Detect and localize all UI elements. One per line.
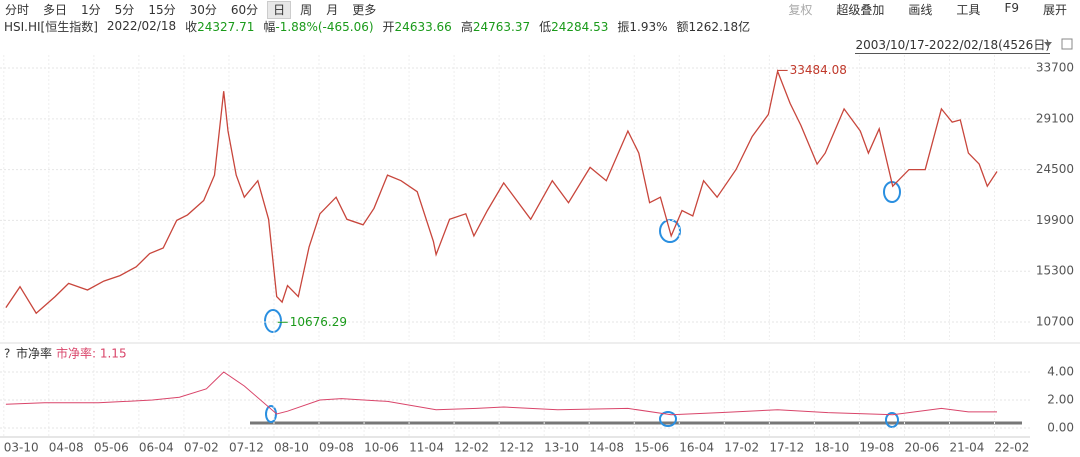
tool-button[interactable]: 复权 — [788, 2, 813, 17]
x-tick-label: 19-08 — [859, 441, 894, 455]
circle — [885, 412, 899, 428]
x-tick-label: 08-10 — [274, 441, 309, 455]
y-tick-label: 29100 — [1036, 111, 1074, 125]
y-tick-label: 10700 — [1036, 315, 1074, 329]
y-tick-label: 4.00 — [1047, 364, 1074, 378]
quote-label: 振 — [617, 19, 630, 34]
x-tick-label: 07-12 — [229, 441, 264, 455]
quote-value: 1.93% — [629, 19, 668, 34]
symbol: HSI.HI[恒生指数] — [4, 19, 98, 34]
quote-bar: HSI.HI[恒生指数] 2022/02/18 收24327.71 幅-1.88%… — [4, 17, 750, 35]
quote-item: 收24327.71 — [185, 18, 254, 35]
circle — [265, 405, 277, 423]
toolbar: 分时 多日 1分 5分 15分 30分 60分日周月更多 复权 超级叠加 画线 工具 F9 展开 — [0, 0, 1080, 19]
x-tick-label: 06-04 — [139, 441, 174, 455]
x-tick-label: 03-10 — [4, 441, 39, 455]
quote-label: 收 — [185, 19, 198, 34]
quote-item: 振1.93% — [617, 18, 667, 35]
quote-value: 1262.18亿 — [688, 19, 751, 34]
dropdown-arrow — [1044, 42, 1052, 47]
x-tick-label: 21-04 — [949, 441, 984, 455]
quote-label: 低 — [539, 19, 552, 34]
y-tick-label: 0.00 — [1047, 421, 1074, 435]
x-tick-label: 17-12 — [769, 441, 804, 455]
quote-label: 额 — [676, 19, 689, 34]
annotation-label: 33484.08 — [790, 63, 847, 77]
date: 2022/02/18 — [106, 19, 177, 33]
quote-label: 高 — [460, 19, 473, 34]
x-tick-label: 15-06 — [634, 441, 669, 455]
x-tick-label: 20-06 — [904, 441, 939, 455]
quote-item: 高24763.37 — [461, 18, 530, 35]
period-tab[interactable]: 60分 — [230, 2, 259, 17]
x-tick-label: 12-12 — [499, 441, 534, 455]
quote-item: 幅-1.88%(-465.06) — [263, 18, 373, 35]
quote-label: 幅 — [263, 19, 276, 34]
period-tab[interactable]: 日 — [267, 0, 292, 19]
period-tab[interactable]: 1分 — [81, 2, 101, 17]
series-line — [5, 371, 997, 416]
tool-button[interactable]: F9 — [1004, 0, 1019, 15]
tool-button[interactable]: 展开 — [1042, 2, 1067, 17]
quote-value: -1.88%(-465.06) — [275, 19, 374, 34]
x-tick-label: 07-02 — [184, 441, 219, 455]
quote-item: 额1262.18亿 — [677, 18, 751, 35]
tools: 复权 超级叠加 画线 工具 F9 展开 — [773, 0, 1076, 19]
y-tick-label: 15300 — [1036, 264, 1074, 278]
x-tick-label: 18-10 — [814, 441, 849, 455]
indicator-value: 市净率: 1.15 — [56, 346, 127, 361]
period-tabs: 分时 多日 1分 5分 15分 30分 60分日周月更多 — [0, 0, 385, 19]
period-tab[interactable]: 多日 — [43, 2, 68, 17]
y-tick-label: 24500 — [1036, 162, 1074, 176]
period-tab[interactable]: 30分 — [189, 2, 217, 17]
y-tick-label: 33700 — [1036, 61, 1074, 75]
circle — [659, 411, 677, 427]
x-tick-label: 22-02 — [994, 441, 1029, 455]
period-tab[interactable]: 15分 — [148, 2, 176, 17]
quote-value: 24327.71 — [197, 19, 255, 34]
quote-value: 24633.66 — [394, 19, 452, 34]
tool-button[interactable]: 工具 — [956, 2, 981, 17]
x-tick-label: 16-04 — [679, 441, 714, 455]
x-tick-label: 05-06 — [94, 441, 129, 455]
period-tab[interactable]: 更多 — [352, 2, 377, 17]
y-tick-label: 2.00 — [1047, 392, 1074, 406]
period-tab[interactable]: 周 — [300, 2, 313, 17]
help-icon[interactable]: ? — [4, 347, 10, 361]
x-tick-label: 13-10 — [544, 441, 579, 455]
x-tick-label: 09-08 — [319, 441, 354, 455]
y-tick-label: 19900 — [1036, 213, 1074, 227]
settings-icon — [1061, 38, 1073, 50]
period-tab[interactable]: 月 — [326, 2, 339, 17]
annotation-label: 10676.29 — [290, 315, 347, 329]
x-tick-label: 17-02 — [724, 441, 759, 455]
circle — [264, 309, 282, 333]
quote-value: 24763.37 — [472, 19, 531, 34]
period-tab[interactable]: 分时 — [5, 2, 30, 17]
series-line — [5, 69, 998, 315]
x-tick-label: 10-06 — [364, 441, 399, 455]
tool-button[interactable]: 画线 — [908, 2, 933, 17]
quote-label: 开 — [382, 19, 395, 34]
x-tick-label: 12-02 — [454, 441, 489, 455]
x-tick-label: 11-04 — [409, 441, 444, 455]
x-tick-label: 14-08 — [589, 441, 624, 455]
tool-button[interactable]: 超级叠加 — [836, 2, 885, 17]
x-tick-label: 04-08 — [49, 441, 84, 455]
quote-value: 24284.53 — [551, 19, 609, 34]
quote-item: 开24633.66 — [383, 18, 452, 35]
quote-item: 低24284.53 — [539, 18, 608, 35]
indicator-name: 市净率 — [16, 346, 52, 361]
range-selector[interactable]: 2003/10/17-2022/02/18(4526日) — [855, 38, 1050, 54]
period-tab[interactable]: 5分 — [114, 2, 135, 17]
highlight-circles — [264, 181, 901, 428]
